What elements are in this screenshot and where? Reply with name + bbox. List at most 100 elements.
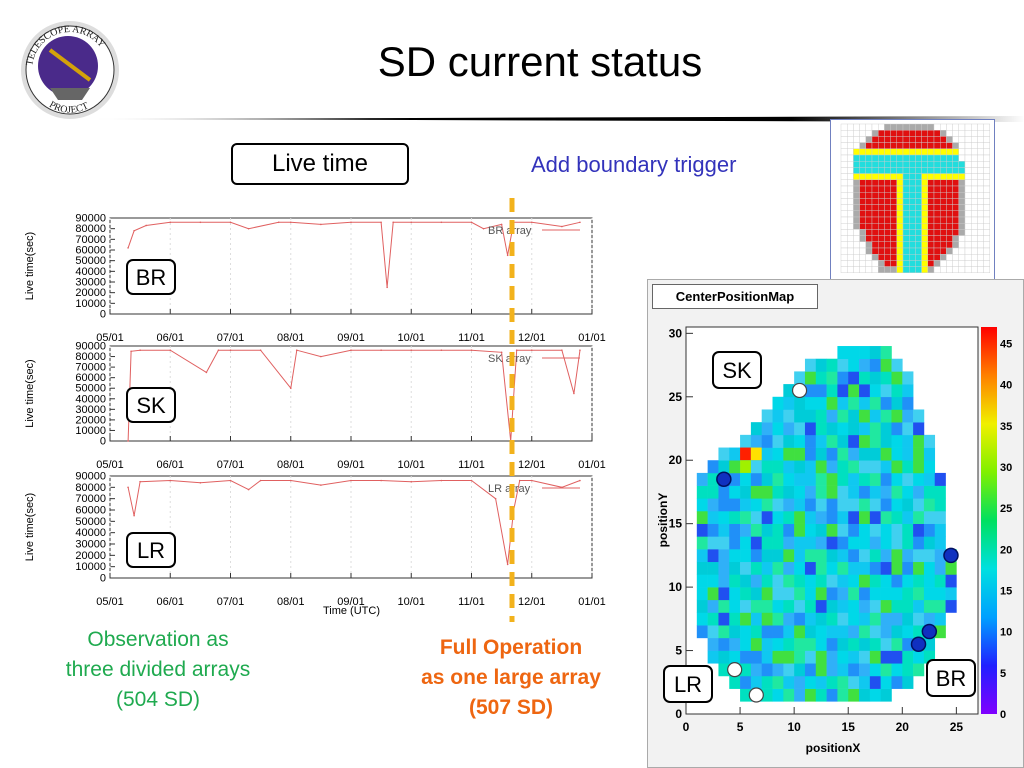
map-cell <box>707 587 719 601</box>
map-cell <box>869 396 881 410</box>
map-cell <box>837 612 849 626</box>
map-cell <box>696 574 708 588</box>
map-cell <box>923 650 936 664</box>
x-tick-label: 01/01 <box>578 596 606 608</box>
map-cell <box>761 409 773 423</box>
map-cell <box>815 396 827 410</box>
data-point <box>380 349 382 352</box>
map-cell <box>750 637 763 651</box>
full-operation-note: Full Operation as one large array (507 S… <box>395 633 627 723</box>
map-cell <box>913 485 925 499</box>
map-cell <box>761 460 773 474</box>
map-cell <box>869 422 881 436</box>
map-cell <box>891 485 903 499</box>
map-cell <box>934 472 946 486</box>
map-cell <box>826 663 838 677</box>
map-cell <box>772 625 784 639</box>
map-cell <box>945 587 957 601</box>
map-cell <box>707 650 719 664</box>
data-point <box>573 392 575 395</box>
map-cell <box>707 498 719 512</box>
y-tick-label: 0 <box>100 436 106 448</box>
map-cell <box>837 561 849 575</box>
map-cell <box>902 625 914 639</box>
map-cell <box>902 472 914 486</box>
map-cell <box>804 523 817 537</box>
map-cell <box>761 625 773 639</box>
map-cell <box>707 612 719 626</box>
data-point <box>579 349 581 352</box>
map-cell <box>880 637 892 651</box>
map-cell <box>707 485 719 499</box>
data-point <box>530 479 533 482</box>
map-cell <box>859 612 871 626</box>
map-cell <box>934 587 946 601</box>
y-tick-label: 10000 <box>75 425 106 437</box>
region-label: LR <box>674 672 702 697</box>
data-point <box>386 286 388 289</box>
map-y-tick-label: 10 <box>669 580 683 594</box>
map-cell <box>740 536 752 550</box>
map-cell <box>772 549 784 563</box>
map-cell <box>902 599 914 613</box>
map-cell <box>891 637 903 651</box>
map-cell <box>913 612 925 626</box>
map-cell <box>837 447 849 461</box>
map-cell <box>740 675 752 689</box>
map-cell <box>869 472 881 486</box>
map-cell <box>891 675 903 689</box>
x-tick-label: 08/01 <box>277 596 305 608</box>
map-cell <box>707 599 719 613</box>
map-cell <box>859 587 871 601</box>
map-cell <box>772 498 784 512</box>
data-point <box>289 221 292 224</box>
map-cell <box>934 612 946 626</box>
map-cell <box>783 637 795 651</box>
map-cell <box>848 422 860 436</box>
map-cell <box>880 409 892 423</box>
map-cell <box>859 358 871 372</box>
map-cell <box>804 650 817 664</box>
map-cell <box>837 650 849 664</box>
y-axis-label: Live time(sec) <box>24 493 36 561</box>
map-cell <box>772 422 784 436</box>
map-cell <box>794 561 806 575</box>
map-cell <box>859 688 871 702</box>
map-cell <box>913 561 925 575</box>
map-cell <box>783 561 795 575</box>
map-cell <box>783 434 795 448</box>
map-cell <box>848 447 860 461</box>
x-tick-label: 12/01 <box>518 459 546 471</box>
map-cell <box>902 409 914 423</box>
map-cell <box>880 472 892 486</box>
logo-bottom-text: PROJECT <box>47 99 90 115</box>
map-cell <box>804 498 817 512</box>
data-point <box>561 349 563 352</box>
map-y-tick-label: 5 <box>675 644 682 658</box>
map-cell <box>794 447 806 461</box>
y-tick-label: 20000 <box>75 550 106 562</box>
map-cell <box>913 663 925 677</box>
data-point <box>139 480 141 483</box>
map-cell <box>891 460 903 474</box>
map-cell <box>794 460 806 474</box>
map-cell <box>934 561 946 575</box>
map-cell <box>869 371 881 385</box>
map-cell <box>859 346 871 360</box>
map-cell <box>718 650 730 664</box>
map-cell <box>869 460 881 474</box>
map-cell <box>837 599 849 613</box>
map-cell <box>804 422 817 436</box>
map-cell <box>794 625 806 639</box>
map-cell <box>859 498 871 512</box>
y-tick-label: 70000 <box>75 362 106 374</box>
x-tick-label: 11/01 <box>458 459 485 471</box>
data-point <box>289 479 292 482</box>
map-cell <box>902 447 914 461</box>
map-cell <box>826 523 838 537</box>
map-cell <box>902 574 914 588</box>
map-cell <box>902 371 914 385</box>
map-cell <box>891 663 903 677</box>
map-cell <box>869 574 881 588</box>
map-cell <box>826 396 838 410</box>
